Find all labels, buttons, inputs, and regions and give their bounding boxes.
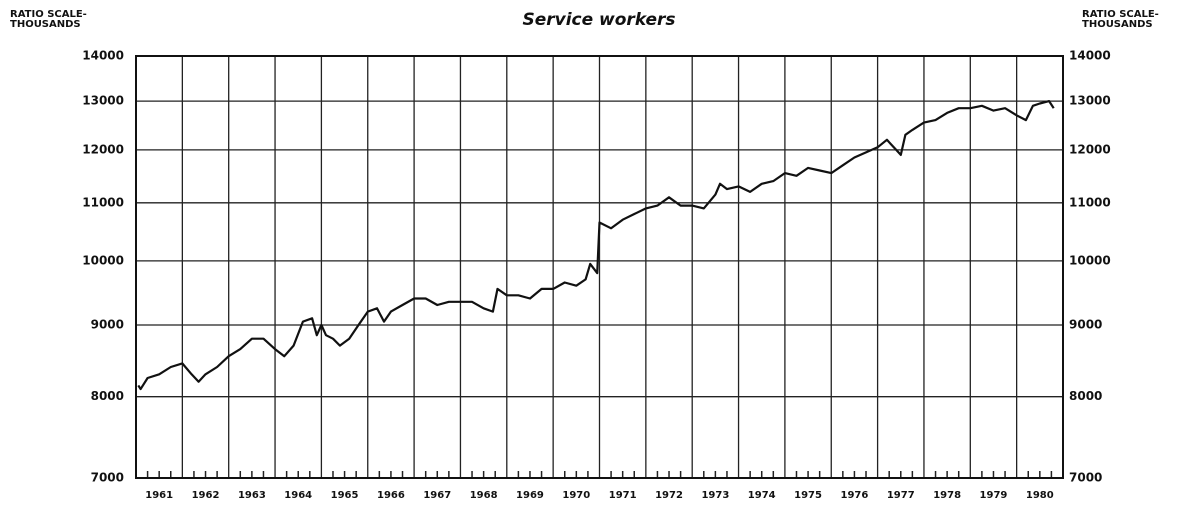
x-tick-label: 1964 [284,490,312,501]
y-tick-label: 11000 [82,195,124,209]
x-tick-label: 1979 [980,490,1008,501]
x-tick-label: 1966 [377,490,405,501]
x-tick-label: 1974 [748,490,776,501]
x-tick-label: 1978 [933,490,961,501]
x-tick-label: 1977 [887,490,915,501]
x-tick-label: 1976 [841,490,869,501]
x-tick-label: 1965 [331,490,359,501]
x-tick-label: 1980 [1026,490,1054,501]
y-tick-label: 12000 [82,142,124,156]
y-axis-label: RATIO SCALE-THOUSANDS [10,9,87,30]
y-tick-label: 10000 [82,253,124,267]
y-tick-label: 8000 [91,389,124,403]
x-tick-label: 1972 [655,490,683,501]
x-tick-label: 1975 [794,490,822,501]
y-tick-label: 13000 [82,94,124,108]
x-tick-label: 1967 [423,490,451,501]
y2-tick-label: 13000 [1069,94,1111,108]
x-tick-label: 1969 [516,490,544,501]
y-tick-label: 14000 [82,49,124,63]
plot-frame [135,55,1064,479]
x-tick-label: 1963 [238,490,266,501]
x-tick-label: 1970 [562,490,590,501]
y-tick-label: 9000 [91,317,124,331]
x-tick-label: 1968 [470,490,498,501]
data-line [137,100,1055,391]
y2-tick-label: 7000 [1069,471,1102,485]
y2-tick-label: 14000 [1069,49,1111,63]
y2-tick-label: 10000 [1069,253,1111,267]
x-tick-label: 1973 [701,490,729,501]
x-tick-label: 1961 [145,490,173,501]
y-tick-label: 7000 [91,471,124,485]
y2-axis-label: RATIO SCALE-THOUSANDS [1082,9,1159,30]
y2-tick-label: 11000 [1069,195,1111,209]
x-tick-label: 1971 [609,490,637,501]
y2-tick-label: 12000 [1069,142,1111,156]
y2-tick-label: 9000 [1069,317,1102,331]
chart-title: Service workers [522,10,675,30]
y2-tick-label: 8000 [1069,389,1102,403]
x-tick-label: 1962 [192,490,220,501]
